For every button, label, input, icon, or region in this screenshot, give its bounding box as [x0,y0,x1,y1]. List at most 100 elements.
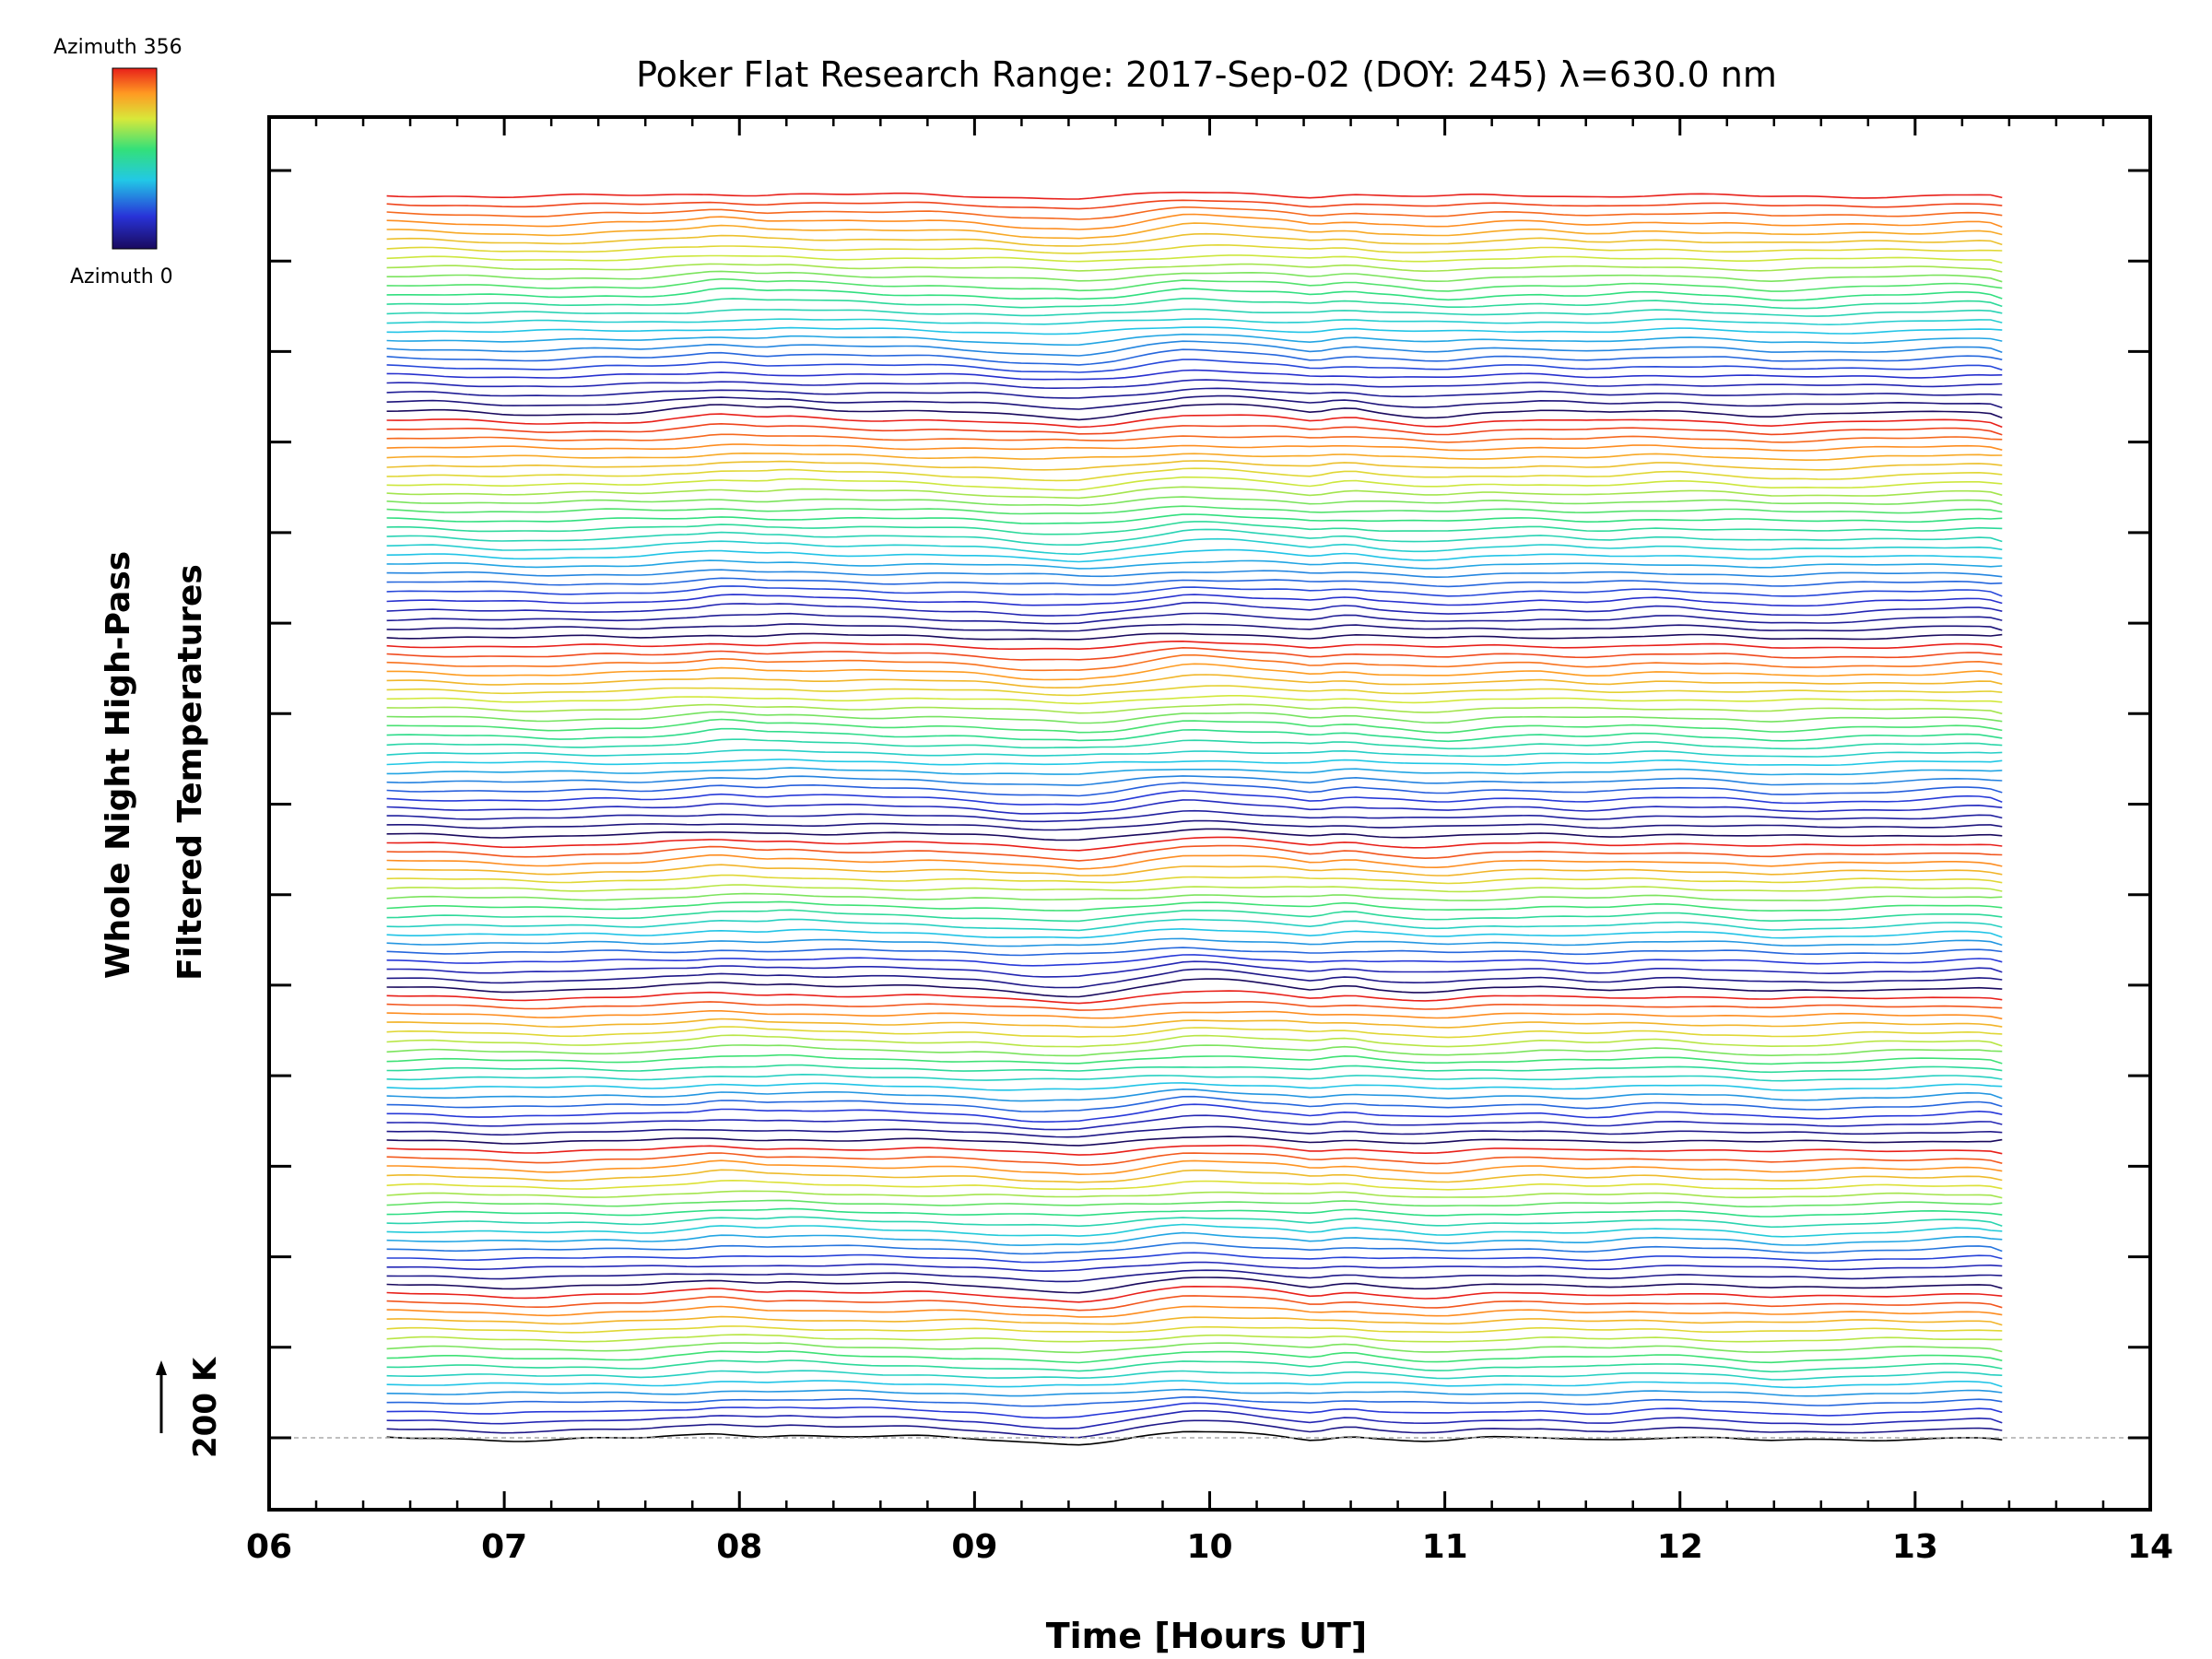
series-line [386,694,2003,705]
series-line [386,1395,2003,1407]
series-line [386,1305,2003,1318]
series-line [386,782,2003,797]
series-line [386,505,2003,515]
series-line [386,433,2003,443]
series-line [386,799,2003,815]
series-line [386,1359,2003,1373]
series-line [386,1402,2003,1419]
series-line [386,1064,2003,1074]
series-line [386,569,2003,579]
x-tick-label: 10 [1186,1528,1232,1566]
series-line [386,968,2003,989]
series-line [386,528,2003,547]
series-line [386,548,2003,563]
x-tick-label: 13 [1892,1528,1938,1566]
series-line [386,1388,2003,1397]
series-line [386,1125,2003,1138]
series-line [386,243,2003,254]
series-line [386,1199,2003,1208]
series-line [386,990,2003,1005]
series-line [386,476,2003,491]
series-line [386,947,2003,957]
series-line [386,836,2003,852]
series-line [386,1216,2003,1229]
x-tick-label: 08 [716,1528,762,1566]
series-line [386,413,2003,429]
series-line [386,937,2003,947]
tick-layer: 06 07 08 09 10 11 12 13 14 [246,117,2173,1566]
x-tick-label: 11 [1422,1528,1468,1566]
series-line [386,674,2003,689]
series-line [386,632,2003,641]
series-line [386,601,2003,617]
series-line [386,513,2003,524]
series-line [386,1145,2003,1156]
series-line [386,369,2003,381]
series-line [386,1410,2003,1430]
series-line [386,978,2003,998]
series-line [386,640,2003,651]
series-line [386,1419,2003,1439]
series-line [386,790,2003,806]
series-line [386,1380,2003,1389]
series-line [386,727,2003,743]
chart-title: Poker Flat Research Range: 2017-Sep-02 (… [636,54,1777,95]
series-line [386,646,2003,661]
series-line [386,594,2003,607]
series-line [386,703,2003,715]
series-line [386,1179,2003,1191]
series-line [386,1350,2003,1364]
series-line [386,738,2003,750]
series-line [386,452,2003,462]
series-line [386,1315,2003,1326]
series-line [386,326,2003,335]
series-line [386,1223,2003,1238]
colorbar-max-label: Azimuth 356 [53,36,182,59]
series-line [386,1073,2003,1082]
series-line [386,1159,2003,1176]
series-line [386,960,2003,978]
series-line [386,359,2003,373]
x-tick-label: 12 [1657,1528,1703,1566]
colorbar-min-label: Azimuth 0 [70,265,173,288]
series-line [386,263,2003,273]
series-line [386,1269,2003,1283]
series-line [386,340,2003,357]
series-line [386,809,2003,823]
series-line [386,1018,2003,1029]
series-line [386,819,2003,831]
series-line [386,663,2003,681]
series-line [386,460,2003,471]
series-line [386,577,2003,588]
x-axis-label: Time [Hours UT] [1046,1616,1368,1656]
series-line [386,1152,2003,1166]
series-line [386,954,2003,967]
series-line [386,559,2003,570]
y-axis-label-line1: Whole Night High-Pass [100,551,137,979]
series-line [386,1325,2003,1334]
x-tick-label: 14 [2127,1528,2173,1566]
series-line [386,1010,2003,1020]
series-line [386,909,2003,923]
series-line [386,537,2003,556]
series-line [386,1053,2003,1065]
series-line [386,864,2003,877]
series-line [386,1088,2003,1102]
x-tick-label: 06 [246,1528,292,1566]
series-line [386,1103,2003,1124]
series-line [386,277,2003,292]
series-line [386,1135,2003,1147]
series-line [386,1342,2003,1354]
series-line [386,1241,2003,1255]
series-line [386,191,2003,200]
series-line [386,1252,2003,1264]
series-line [386,853,2003,870]
series-line [386,1370,2003,1381]
series-line [386,927,2003,939]
series-line [386,1095,2003,1112]
series-line [386,1190,2003,1199]
series-line [386,900,2003,912]
series-line [386,828,2003,841]
series-line [386,748,2003,758]
